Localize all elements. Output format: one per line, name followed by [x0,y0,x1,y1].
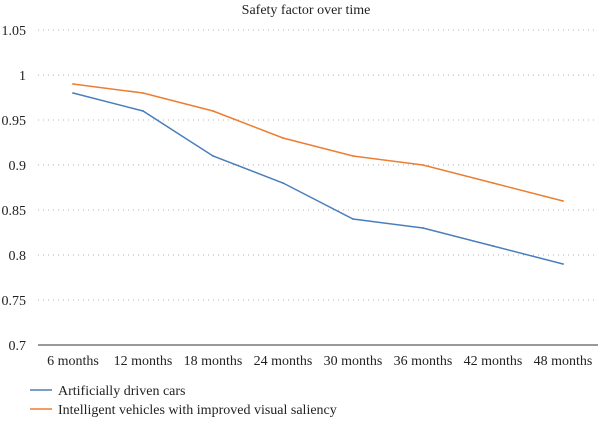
legend-label: Intelligent vehicles with improved visua… [58,403,337,418]
data-point [142,92,144,94]
data-point [282,137,284,139]
x-tick-label: 24 months [254,354,313,369]
y-tick-label: 0.9 [9,159,27,174]
series-line-2 [72,83,564,202]
y-axis-ticks: 0.7 0.75 0.8 0.85 0.9 0.95 1 1.05 [2,24,27,354]
x-tick-label: 30 months [324,354,383,369]
data-point [562,200,564,202]
data-point [492,182,494,184]
x-tick-label: 42 months [464,354,523,369]
data-point [422,227,424,229]
data-point [282,182,284,184]
x-axis-ticks: 6 months 12 months 18 months 24 months 30 mo… [47,354,592,369]
legend: Artificially driven cars Intelligent vehi… [30,384,337,418]
data-point [352,155,354,157]
x-tick-label: 12 months [114,354,173,369]
chart-title: Safety factor over time [242,3,371,18]
data-point [562,263,564,265]
x-tick-label: 36 months [394,354,453,369]
series-lines [72,83,564,265]
series-line-1 [72,92,564,265]
y-tick-label: 0.8 [9,249,27,264]
y-tick-label: 0.75 [2,294,27,309]
data-point [212,110,214,112]
y-tick-label: 0.95 [2,114,27,129]
data-point [72,83,74,85]
data-point [142,110,144,112]
y-tick-label: 0.7 [9,339,27,354]
data-point [352,218,354,220]
x-tick-label: 18 months [184,354,243,369]
x-tick-label: 6 months [47,354,99,369]
legend-label: Artificially driven cars [58,384,186,399]
y-tick-label: 1.05 [2,24,27,39]
data-point [492,245,494,247]
data-point [422,164,424,166]
x-tick-label: 48 months [534,354,593,369]
data-point [212,155,214,157]
gridlines [38,29,598,346]
y-tick-label: 1 [19,69,26,84]
y-tick-label: 0.85 [2,204,27,219]
data-point [72,92,74,94]
